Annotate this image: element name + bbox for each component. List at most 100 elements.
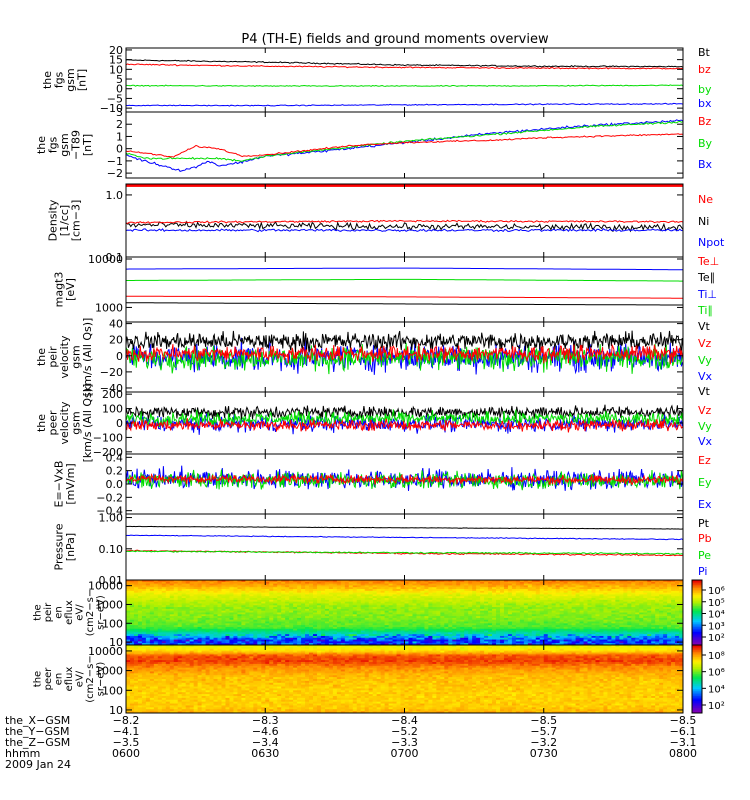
spectrogram-cell <box>133 605 139 608</box>
spectrogram-cell <box>217 585 223 588</box>
spectrogram-cell <box>360 614 366 617</box>
spectrogram-cell <box>440 637 445 641</box>
spectrogram-cell <box>503 585 509 588</box>
spectrogram-cell <box>293 610 298 614</box>
spectrogram-cell <box>615 635 620 639</box>
spectrogram-cell <box>273 616 278 619</box>
spectrogram-cell <box>177 616 183 619</box>
spectrogram-cell <box>563 621 569 624</box>
spectrogram-cell <box>551 589 557 592</box>
spectrogram-cell <box>611 612 616 615</box>
spectrogram-cell <box>320 626 326 630</box>
spectrogram-cell <box>261 639 266 642</box>
spectrogram-cell <box>205 637 211 641</box>
spectrogram-cell <box>217 601 223 605</box>
spectrogram-cell <box>360 616 366 619</box>
spectrogram-cell <box>603 583 609 587</box>
spectrogram-cell <box>257 619 262 623</box>
spectrogram-cell <box>436 637 441 641</box>
spectrogram-cell <box>412 587 418 590</box>
spectrogram-cell <box>643 590 648 594</box>
spectrogram-cell <box>667 607 672 610</box>
spectrogram-cell <box>213 605 219 608</box>
spectrogram-cell <box>380 610 386 614</box>
spectrogram-cell <box>201 635 207 639</box>
spectrogram-cell <box>320 605 326 608</box>
spectrogram-cell <box>575 634 581 637</box>
spectrogram-cell <box>623 587 628 590</box>
spectrogram-cell <box>567 596 573 599</box>
spectrogram-cell <box>312 628 318 632</box>
spectrogram-cell <box>237 601 242 605</box>
spectrogram-cell <box>165 590 171 594</box>
spectrogram-cell <box>165 612 171 615</box>
spectrogram-cell <box>476 589 481 592</box>
spectrogram-cell <box>309 630 314 633</box>
spectrogram-cell <box>535 635 541 639</box>
spectrogram-cell <box>189 601 195 605</box>
spectrogram-cell <box>523 603 529 606</box>
spectrogram-cell <box>249 619 254 623</box>
spectrogram-cell <box>476 625 481 628</box>
spectrogram-cell <box>217 598 223 601</box>
spectrogram-cell <box>213 625 219 628</box>
spectrogram-cell <box>571 596 577 599</box>
spectrogram-cell <box>189 637 195 641</box>
spectrogram-cell <box>408 634 414 637</box>
spectrogram-cell <box>209 639 215 642</box>
spectrogram-cell <box>153 599 159 603</box>
spectrogram-cell <box>249 605 254 608</box>
spectrogram-cell <box>595 605 601 608</box>
spectrogram-cell <box>245 634 250 637</box>
spectrogram-cell <box>400 599 406 603</box>
spectrogram-cell <box>145 592 151 596</box>
spectrogram-cell <box>460 596 465 599</box>
spectrogram-cell <box>460 599 465 603</box>
spectrogram-cell <box>575 580 581 583</box>
spectrogram-cell <box>277 601 282 605</box>
spectrogram-cell <box>424 599 429 603</box>
spectrogram-cell <box>388 616 394 619</box>
spectrogram-cell <box>205 617 211 621</box>
spectrogram-cell <box>133 637 139 641</box>
spectrogram-cell <box>611 610 616 614</box>
spectrogram-cell <box>328 634 334 637</box>
spectrogram-cell <box>165 598 171 601</box>
spectrogram-cell <box>213 581 219 585</box>
spectrogram-cell <box>352 594 358 597</box>
spectrogram-cell <box>663 605 668 608</box>
spectrogram-cell <box>193 605 199 608</box>
spectrogram-cell <box>145 608 151 612</box>
spectrogram-cell <box>133 625 139 628</box>
spectrogram-cell <box>348 581 354 585</box>
spectrogram-cell <box>456 635 461 639</box>
spectrogram-cell <box>571 626 577 630</box>
spectrogram-cell <box>627 580 632 583</box>
spectrogram-cell <box>181 634 187 637</box>
spectrogram-cell <box>145 632 151 635</box>
spectrogram-cell <box>671 581 676 585</box>
spectrogram-cell <box>328 585 334 588</box>
spectrogram-cell <box>165 599 171 603</box>
spectrogram-cell <box>193 612 199 615</box>
spectrogram-cell <box>129 614 135 617</box>
spectrogram-cell <box>583 612 589 615</box>
spectrogram-cell <box>285 619 290 623</box>
spectrogram-cell <box>579 628 585 632</box>
spectrogram-cell <box>301 614 306 617</box>
spectrogram-cell <box>312 580 318 583</box>
spectrogram-cell <box>161 616 167 619</box>
spectrogram-cell <box>241 616 246 619</box>
spectrogram-cell <box>309 617 314 621</box>
spectrogram-cell <box>320 623 326 626</box>
spectrogram-cell <box>543 617 549 621</box>
spectrogram-cell <box>141 587 147 590</box>
legend-Bt: Bt <box>698 46 711 59</box>
spectrogram-cell <box>611 632 616 635</box>
spectrogram-cell <box>237 621 242 624</box>
spectrogram-cell <box>396 599 402 603</box>
spectrogram-cell <box>356 581 362 585</box>
spectrogram-cell <box>165 623 171 626</box>
spectrogram-cell <box>376 603 382 606</box>
spectrogram-cell <box>269 617 274 621</box>
